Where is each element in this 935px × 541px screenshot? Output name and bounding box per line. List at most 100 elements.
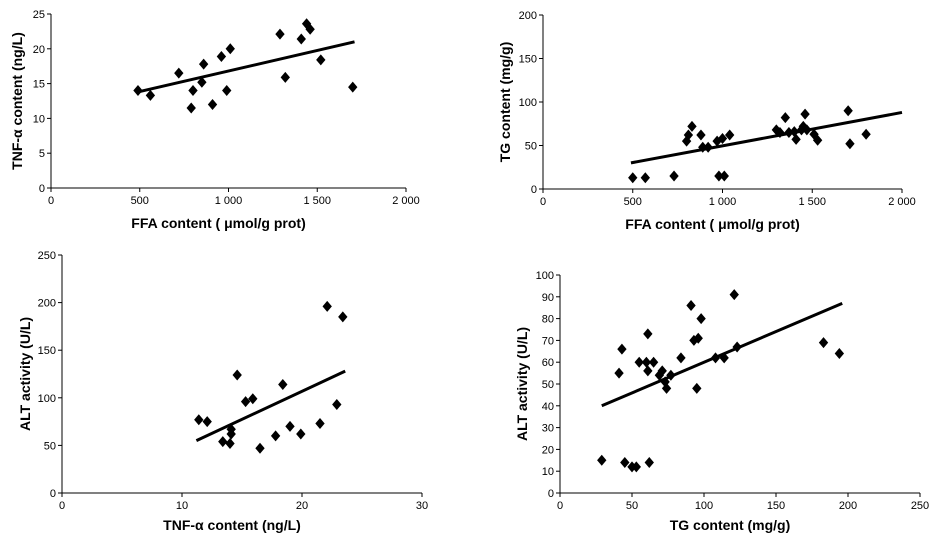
x-tick-label: 150 <box>767 500 785 512</box>
data-point <box>617 343 627 355</box>
x-tick-label: 0 <box>59 500 65 512</box>
data-point <box>802 124 812 136</box>
data-point <box>322 300 332 312</box>
y-tick-label: 0 <box>548 488 554 500</box>
chart-3: 0 50 100 150 200 250 0 10 20 30 TNF-α content (ng/… <box>17 250 428 533</box>
x-tick-label: 1 000 <box>709 196 737 208</box>
data-point <box>717 133 728 145</box>
y-tick-label: 50 <box>44 440 56 452</box>
data-point <box>332 398 342 410</box>
data-point <box>186 102 196 114</box>
data-point <box>666 369 676 381</box>
data-point <box>614 367 624 379</box>
data-point <box>248 393 258 405</box>
x-tick-label: 1 500 <box>303 195 331 207</box>
data-point <box>789 126 799 138</box>
y-tick-label: 15 <box>33 79 45 91</box>
data-point <box>634 356 644 368</box>
x-axis-title: FFA content ( μmol/g prot) <box>625 216 799 232</box>
data-point <box>202 416 212 428</box>
data-point <box>285 420 295 432</box>
data-point <box>216 50 227 62</box>
y-tick-label: 40 <box>542 401 554 413</box>
x-tick-label: 30 <box>416 500 428 512</box>
x-axis-title: TNF-α content (ng/L) <box>163 517 301 533</box>
data-point <box>222 85 232 97</box>
y-tick-label: 0 <box>50 488 56 500</box>
data-point <box>729 289 739 301</box>
data-point <box>703 141 713 153</box>
y-tick-label: 50 <box>525 141 537 153</box>
chart-2: 0 50 100 150 200 0 500 1 000 1 500 2 000 FFA conte… <box>497 10 916 232</box>
data-point <box>628 172 638 184</box>
x-tick-label: 100 <box>695 500 713 512</box>
data-point <box>676 352 686 364</box>
x-tick-label: 0 <box>540 196 546 208</box>
data-point <box>207 98 218 110</box>
y-tick-label: 20 <box>33 44 45 56</box>
data-point <box>278 378 288 390</box>
data-point <box>145 89 156 101</box>
data-point <box>631 461 641 473</box>
y-tick-label: 100 <box>38 393 56 405</box>
data-point <box>719 352 729 364</box>
trend-line <box>195 369 346 442</box>
y-tick-label: 150 <box>519 54 537 66</box>
data-point <box>660 376 670 388</box>
x-tick-label: 200 <box>839 500 857 512</box>
data-point <box>232 369 242 381</box>
y-tick-label: 100 <box>536 270 554 282</box>
data-point <box>644 456 654 468</box>
data-point <box>188 85 198 97</box>
data-point <box>620 456 630 468</box>
data-point <box>270 430 281 442</box>
y-tick-label: 150 <box>38 345 56 357</box>
data-point <box>800 108 810 120</box>
y-tick-label: 10 <box>542 466 554 478</box>
y-axis-title: ALT activity (U/L) <box>17 317 33 431</box>
data-point <box>641 356 652 368</box>
data-point <box>657 365 667 377</box>
data-point <box>696 313 706 325</box>
y-tick-label: 25 <box>33 9 45 21</box>
data-point <box>296 428 306 440</box>
data-point <box>692 382 702 394</box>
data-point <box>710 352 721 364</box>
y-tick-label: 200 <box>38 298 56 310</box>
data-point <box>669 170 679 182</box>
trend-line <box>601 301 843 408</box>
data-point <box>240 396 251 408</box>
chart-4: 0 10 20 30 40 50 60 70 80 90 100 0 50 100 150 200 250 TG … <box>514 270 929 533</box>
x-tick-label: 2 000 <box>392 195 420 207</box>
y-tick-label: 0 <box>39 183 45 195</box>
data-point <box>643 328 653 340</box>
data-point <box>732 341 742 353</box>
data-point <box>194 414 204 426</box>
y-tick-label: 5 <box>39 148 45 160</box>
data-point <box>198 58 209 70</box>
x-tick-label: 500 <box>131 195 149 207</box>
data-point <box>775 126 785 138</box>
data-point <box>305 23 315 35</box>
data-point <box>296 33 306 45</box>
data-point <box>712 135 722 147</box>
data-point <box>687 120 697 132</box>
y-tick-label: 80 <box>542 314 554 326</box>
data-point <box>275 28 285 40</box>
data-point <box>338 311 348 323</box>
data-point <box>648 356 659 368</box>
data-point <box>725 129 735 141</box>
x-axis-title: TG content (mg/g) <box>670 517 791 533</box>
y-tick-label: 70 <box>542 335 554 347</box>
data-point <box>315 418 325 430</box>
y-tick-label: 50 <box>542 379 554 391</box>
x-tick-label: 1 500 <box>798 196 826 208</box>
data-point <box>225 437 235 449</box>
data-point <box>843 105 853 117</box>
data-point <box>696 129 706 141</box>
data-point <box>818 337 829 349</box>
y-axis-title: TNF-α content (ng/L) <box>9 32 25 170</box>
data-point <box>643 365 653 377</box>
x-tick-label: 20 <box>296 500 308 512</box>
y-axis-title: ALT activity (U/L) <box>514 327 530 441</box>
